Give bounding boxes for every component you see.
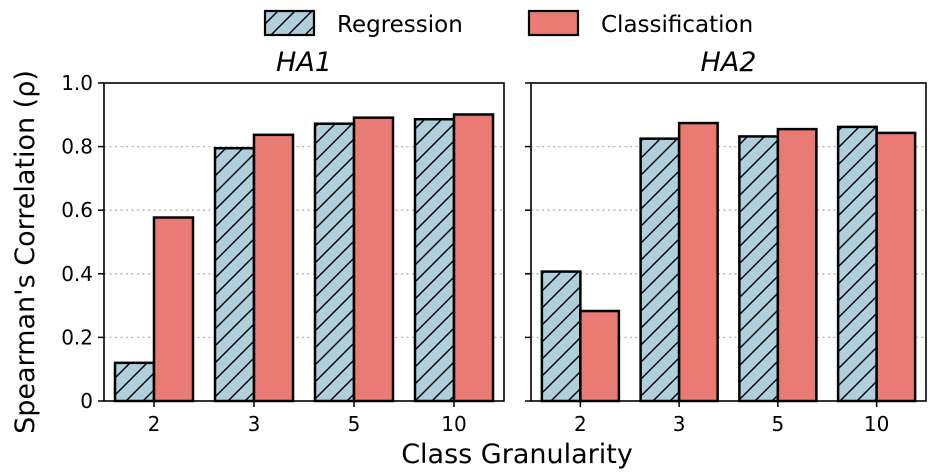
bar-classification-3 xyxy=(254,134,293,402)
bar-classification-10 xyxy=(876,132,916,401)
y-tick-label: 0.6 xyxy=(61,198,93,222)
bar-classification-2 xyxy=(154,217,193,401)
x-tick-label: 2 xyxy=(148,412,161,436)
bar-classification-2 xyxy=(580,311,619,401)
bar-regression-3-hatch xyxy=(215,148,254,401)
x-tick-label: 5 xyxy=(772,412,785,436)
bar-regression-10-hatch xyxy=(415,119,454,401)
bar-regression-5-hatch xyxy=(315,123,354,401)
legend-swatch-hatch xyxy=(265,11,314,35)
bar-classification-10 xyxy=(454,114,493,402)
legend: Regression Classification xyxy=(263,9,753,38)
plot-frame xyxy=(530,82,927,402)
x-axis-label: Class Granularity xyxy=(401,439,633,470)
panel-title: HA1 xyxy=(276,47,332,78)
y-axis-label: Spearman's Correlation (ρ) xyxy=(10,70,41,434)
panel-ha1: 0 0.2 0.4 0.6 0.8 1.0 2 3 5 10 HA1 xyxy=(61,47,505,436)
bar-regression-2-hatch xyxy=(115,362,154,401)
x-tick-label: 3 xyxy=(673,412,686,436)
x-tick-label: 2 xyxy=(574,412,587,436)
legend-item-classification: Classification xyxy=(527,9,753,38)
y-tick-label: 1.0 xyxy=(61,71,93,95)
plot-frame xyxy=(103,82,505,402)
bar-regression-10-hatch xyxy=(838,126,877,401)
bar-regression-2-hatch xyxy=(541,271,581,401)
bar-regression-5-hatch xyxy=(739,136,778,401)
x-tick-label: 3 xyxy=(248,412,261,436)
legend-label: Regression xyxy=(337,12,463,38)
legend-swatch xyxy=(529,11,578,35)
x-tick-label: 5 xyxy=(348,412,361,436)
bar-regression-3-hatch xyxy=(640,138,680,401)
legend-swatch-outline xyxy=(263,9,316,37)
y-tick-label: 0 xyxy=(80,389,93,413)
y-tick-label: 0.4 xyxy=(61,262,93,286)
legend-swatch-outline xyxy=(527,9,580,37)
bar-classification-5 xyxy=(354,117,393,402)
panel-ha2: 2 3 5 10 HA2 xyxy=(525,47,927,436)
bar-classification-5 xyxy=(777,129,817,402)
y-tick-label: 0.8 xyxy=(61,135,93,159)
bar-classification-3 xyxy=(679,123,718,402)
x-tick-label: 10 xyxy=(864,412,889,436)
x-tick-label: 10 xyxy=(441,412,466,436)
panel-title: HA2 xyxy=(701,47,757,78)
y-tick-label: 0.2 xyxy=(61,325,93,349)
legend-label: Classification xyxy=(601,12,753,38)
legend-item-regression: Regression xyxy=(263,9,463,38)
